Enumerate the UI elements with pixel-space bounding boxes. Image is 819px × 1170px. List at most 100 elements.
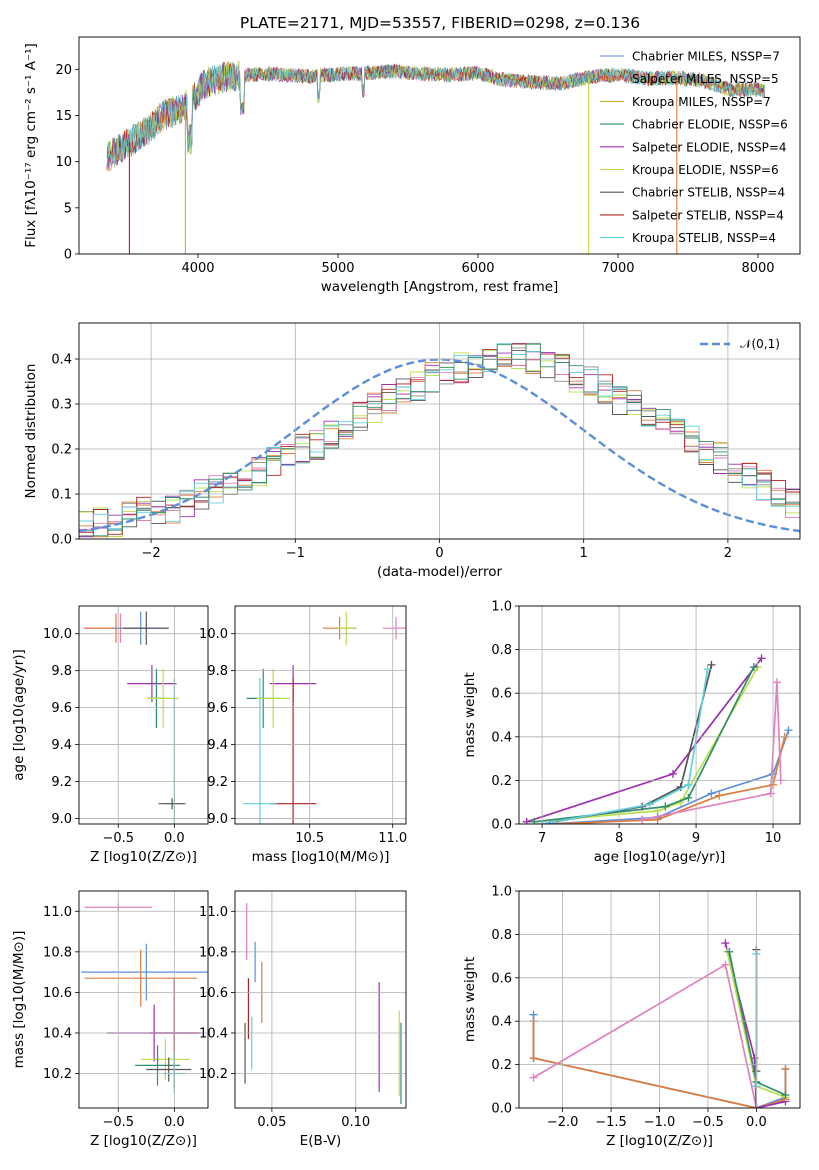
x-tick-label: −0.5 <box>692 1115 724 1130</box>
x-tick-label: 11.0 <box>378 831 407 846</box>
y-tick-label: 10.4 <box>43 1026 72 1041</box>
y-tick-label: 0.2 <box>51 443 72 458</box>
axes-frame <box>78 322 801 540</box>
x-tick-label: 8000 <box>741 261 774 276</box>
plot-area <box>243 611 406 824</box>
x-tick-label: 2 <box>724 546 732 561</box>
series-line <box>541 664 713 824</box>
y-tick-label: 11.0 <box>199 905 228 920</box>
x-tick-label: 5000 <box>321 261 354 276</box>
x-tick-label: −0.5 <box>102 1115 134 1130</box>
data-point <box>715 791 724 800</box>
legend-entry: Chabrier STELIB, NSSP=4 <box>632 186 785 200</box>
y-tick-label: 0.3 <box>51 398 72 413</box>
y-tick-label: 0.0 <box>491 818 512 833</box>
y-tick-label: 10.2 <box>43 1067 72 1082</box>
y-tick-label: 0.8 <box>491 928 512 943</box>
y-tick-label: 9.8 <box>207 664 228 679</box>
x-tick-label: 8 <box>615 831 623 846</box>
y-tick-label: 10.2 <box>199 1067 228 1082</box>
data-point <box>645 800 654 809</box>
x-tick-label: −1.0 <box>644 1115 676 1130</box>
x-tick-label: 10.5 <box>295 831 324 846</box>
data-point <box>684 780 693 789</box>
x-axis-label: mass [log10(M/M⊙)] <box>252 849 390 865</box>
x-axis-label: (data-model)/error <box>377 564 503 580</box>
x-tick-label: 0 <box>435 546 443 561</box>
x-tick-label: −1 <box>286 546 305 561</box>
plot-area <box>522 654 793 824</box>
legend-entry: Kroupa ELODIE, NSSP=6 <box>632 163 779 177</box>
axes-frame <box>78 605 209 825</box>
series-line <box>541 669 709 824</box>
y-axis-label: mass [log10(M/M⊙)] <box>11 931 27 1069</box>
x-tick-label: 0.10 <box>341 1115 370 1130</box>
x-tick-label: 0.0 <box>164 1115 185 1130</box>
y-axis-label: mass weight <box>462 957 478 1042</box>
y-axis-label: mass weight <box>462 672 478 757</box>
data-point <box>545 820 554 824</box>
series-line <box>534 666 755 823</box>
y-tick-label: 0.0 <box>491 1102 512 1117</box>
x-tick-label: 0.0 <box>164 831 185 846</box>
y-tick-label: 0.2 <box>491 1058 512 1073</box>
y-axis-label: Flux [fλ10⁻¹⁷ erg cm⁻² s⁻¹ A⁻¹] <box>23 43 39 248</box>
y-tick-label: 1.0 <box>491 600 512 615</box>
y-tick-label: 0.6 <box>491 971 512 986</box>
y-tick-label: 10.6 <box>199 986 228 1001</box>
y-tick-label: 9.4 <box>51 738 72 753</box>
y-tick-label: 9.0 <box>207 812 228 827</box>
panel-7: 0.05 0.10 10.2 10.4 10.6 10.8 11.0 E(B-V) <box>199 890 407 1149</box>
y-tick-label: 10 <box>55 155 72 170</box>
data-point <box>757 654 766 663</box>
y-tick-label: 10.8 <box>43 945 72 960</box>
y-tick-label: 9.6 <box>207 701 228 716</box>
x-tick-label: −2.0 <box>547 1115 579 1130</box>
data-point <box>529 1073 538 1082</box>
series-line <box>533 963 758 1108</box>
plot-area <box>81 903 208 1094</box>
y-tick-label: 0.4 <box>491 730 512 745</box>
legend-entry: Kroupa STELIB, NSSP=4 <box>632 231 776 245</box>
legend-entry: Salpeter ELODIE, NSSP=4 <box>632 140 787 154</box>
y-tick-label: 1.0 <box>491 885 512 900</box>
panel-4: 10.5 11.0 9.0 9.2 9.4 9.6 9.8 10.0 mass [log10(M… <box>199 605 407 865</box>
legend-entry: Chabrier MILES, NSSP=7 <box>632 50 780 64</box>
series-line <box>642 682 782 821</box>
y-tick-label: 10.0 <box>199 627 228 642</box>
x-axis-label: E(B-V) <box>300 1133 342 1149</box>
legend-entry: Salpeter STELIB, NSSP=4 <box>632 208 784 222</box>
x-tick-label: 10 <box>765 831 782 846</box>
axes-frame <box>78 890 209 1109</box>
data-point <box>707 660 716 669</box>
data-point <box>784 726 793 735</box>
data-point <box>684 793 693 802</box>
data-point <box>530 817 539 824</box>
x-axis-label: wavelength [Angstrom, rest frame] <box>321 279 559 295</box>
x-tick-label: 9 <box>692 831 700 846</box>
y-tick-label: 9.8 <box>51 664 72 679</box>
legend-entry: Kroupa MILES, NSSP=7 <box>632 95 771 109</box>
panel-5: 7 8 9 10 0.0 0.2 0.4 0.6 0.8 1.0 age [log10(age/yr… <box>462 600 801 865</box>
data-point <box>529 1054 538 1063</box>
y-tick-label: 10.4 <box>199 1026 228 1041</box>
x-tick-label: 4000 <box>181 261 214 276</box>
chart-title: PLATE=2171, MJD=53557, FIBERID=0298, z=0… <box>240 14 640 32</box>
y-tick-label: 0.0 <box>51 533 72 548</box>
x-tick-label: −0.5 <box>102 831 134 846</box>
y-tick-label: 10.6 <box>43 986 72 1001</box>
legend-entry: Chabrier ELODIE, NSSP=6 <box>632 118 788 132</box>
y-tick-label: 5 <box>64 201 72 216</box>
y-tick-label: 10.8 <box>199 945 228 960</box>
series-line <box>534 666 759 823</box>
series-line <box>549 730 790 824</box>
data-point <box>668 769 677 778</box>
y-tick-label: 20 <box>55 63 72 78</box>
axes-frame <box>78 36 801 255</box>
data-point <box>661 802 670 811</box>
x-tick-label: −1.5 <box>595 1115 627 1130</box>
x-tick-label: 6000 <box>461 261 494 276</box>
y-tick-label: 15 <box>55 109 72 124</box>
y-tick-label: 9.6 <box>51 701 72 716</box>
